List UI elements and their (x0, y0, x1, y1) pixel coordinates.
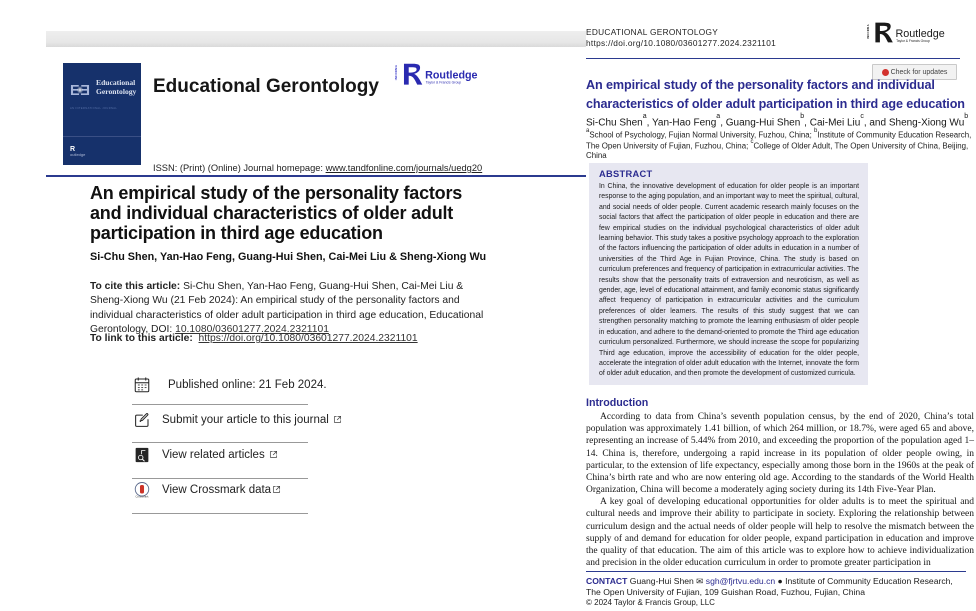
svg-text:Routledge: Routledge (896, 28, 945, 40)
svg-text:Taylor & Francis Group: Taylor & Francis Group (896, 39, 930, 43)
svg-text:Routledge: Routledge (425, 69, 477, 81)
svg-text:Taylor & Francis Group: Taylor & Francis Group (426, 80, 462, 84)
svg-text:INFORMA: INFORMA (395, 65, 398, 80)
svg-text:INFORMA: INFORMA (867, 24, 870, 39)
svg-text:CrossMark: CrossMark (136, 495, 150, 499)
